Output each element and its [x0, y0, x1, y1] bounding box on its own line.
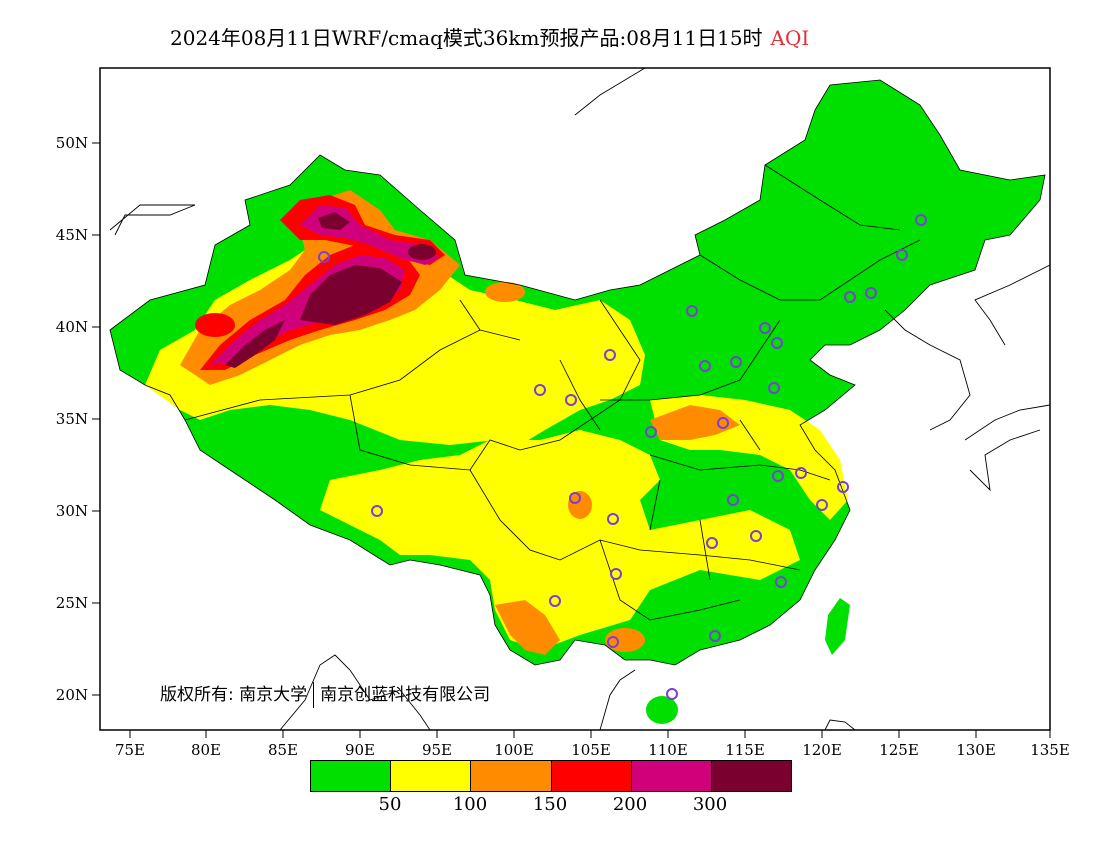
station-marker	[795, 467, 807, 479]
station-marker	[865, 287, 877, 299]
station-marker	[699, 360, 711, 372]
province-boundaries	[109, 79, 1046, 666]
station-marker	[569, 492, 581, 504]
legend-label: 100	[452, 794, 488, 815]
lat-tick-label: 45N	[56, 226, 88, 244]
legend-swatch-yellow	[391, 761, 472, 791]
station-marker	[837, 481, 849, 493]
station-marker	[896, 249, 908, 261]
aqi-region-red-tarim	[195, 313, 235, 337]
lon-tick-label: 90E	[345, 741, 375, 759]
aqi-region-maroon-tarim	[225, 320, 285, 368]
station-marker	[709, 630, 721, 642]
station-marker	[730, 356, 742, 368]
station-marker	[915, 214, 927, 226]
legend-swatch-magenta	[631, 761, 712, 791]
legend-label: 50	[378, 794, 402, 815]
station-marker	[717, 417, 729, 429]
station-marker	[772, 470, 784, 482]
lon-tick-label: 85E	[268, 741, 298, 759]
title-main: 2024年08月11日WRF/cmaq模式36km预报产品:08月11日15时	[170, 26, 763, 50]
aqi-region-maroon-east	[408, 244, 436, 260]
station-marker	[771, 337, 783, 349]
aqi-region-orange-central	[650, 405, 740, 440]
lat-tick-label: 40N	[56, 318, 88, 336]
station-marker	[666, 688, 678, 700]
taiwan-island	[825, 598, 850, 655]
station-marker	[775, 576, 787, 588]
legend-label: 300	[692, 794, 728, 815]
aqi-region-orange-gansu	[485, 282, 525, 302]
station-marker	[750, 530, 762, 542]
title-variable: AQI	[770, 26, 810, 50]
lat-tick-label: 25N	[56, 594, 88, 612]
station-marker	[549, 595, 561, 607]
station-marker	[645, 426, 657, 438]
station-marker	[610, 568, 622, 580]
lon-tick-label: 130E	[956, 741, 996, 759]
legend-swatch-red	[551, 761, 632, 791]
aqi-region-maroon	[300, 265, 402, 325]
aqi-region-yellow-south	[320, 430, 800, 650]
copyright-right: 南京创蓝科技有限公司	[320, 685, 491, 705]
station-marker	[759, 322, 771, 334]
lon-tick-label: 135E	[1030, 741, 1070, 759]
legend-swatch-orange	[471, 761, 552, 791]
station-marker	[371, 505, 383, 517]
station-marker	[844, 291, 856, 303]
aqi-region-orange-southwest	[495, 600, 560, 655]
neighbor-coastlines	[109, 68, 1050, 730]
station-marker	[604, 349, 616, 361]
station-marker	[607, 636, 619, 648]
lon-tick-label: 100E	[494, 741, 534, 759]
station-marker	[768, 382, 780, 394]
lat-tick-label: 20N	[56, 686, 88, 704]
legend-swatch-green	[311, 761, 392, 791]
aqi-region-maroon-north	[318, 212, 350, 230]
lat-tick-label: 50N	[56, 134, 88, 152]
lon-tick-label: 115E	[725, 741, 765, 759]
lat-tick-label: 35N	[56, 410, 88, 428]
copyright-left: 版权所有: 南京大学	[160, 685, 308, 705]
lat-tick-label: 30N	[56, 502, 88, 520]
legend-label: 150	[532, 794, 568, 815]
station-marker	[686, 305, 698, 317]
station-marker	[565, 394, 577, 406]
map-frame	[99, 67, 1051, 731]
lon-tick-label: 105E	[571, 741, 611, 759]
station-marker	[727, 494, 739, 506]
copyright-notice: 版权所有: 南京大学 南京创蓝科技有限公司	[160, 680, 490, 708]
tick-marks	[92, 142, 1051, 738]
legend-swatch-maroon	[711, 761, 792, 791]
lon-tick-label: 120E	[802, 741, 842, 759]
station-marker	[318, 251, 330, 263]
map-title: 2024年08月11日WRF/cmaq模式36km预报产品:08月11日15时 A…	[170, 22, 809, 51]
station-marker	[534, 384, 546, 396]
station-markers	[318, 214, 927, 700]
lon-tick-label: 125E	[879, 741, 919, 759]
aqi-region-orange-hubei	[605, 628, 645, 652]
station-marker	[607, 513, 619, 525]
lon-tick-label: 110E	[648, 741, 688, 759]
lon-tick-label: 75E	[115, 741, 145, 759]
lon-tick-label: 80E	[191, 741, 221, 759]
lon-tick-label: 95E	[422, 741, 452, 759]
station-marker	[816, 499, 828, 511]
copyright-separator	[313, 682, 315, 708]
map-content	[109, 68, 1050, 730]
legend-label: 200	[612, 794, 648, 815]
hainan-island	[646, 696, 678, 724]
aqi-region-orange-sichuan	[568, 491, 592, 519]
station-marker	[706, 537, 718, 549]
legend-labels: 50 100 150 200 300	[310, 794, 792, 818]
aqi-color-legend	[310, 760, 792, 792]
